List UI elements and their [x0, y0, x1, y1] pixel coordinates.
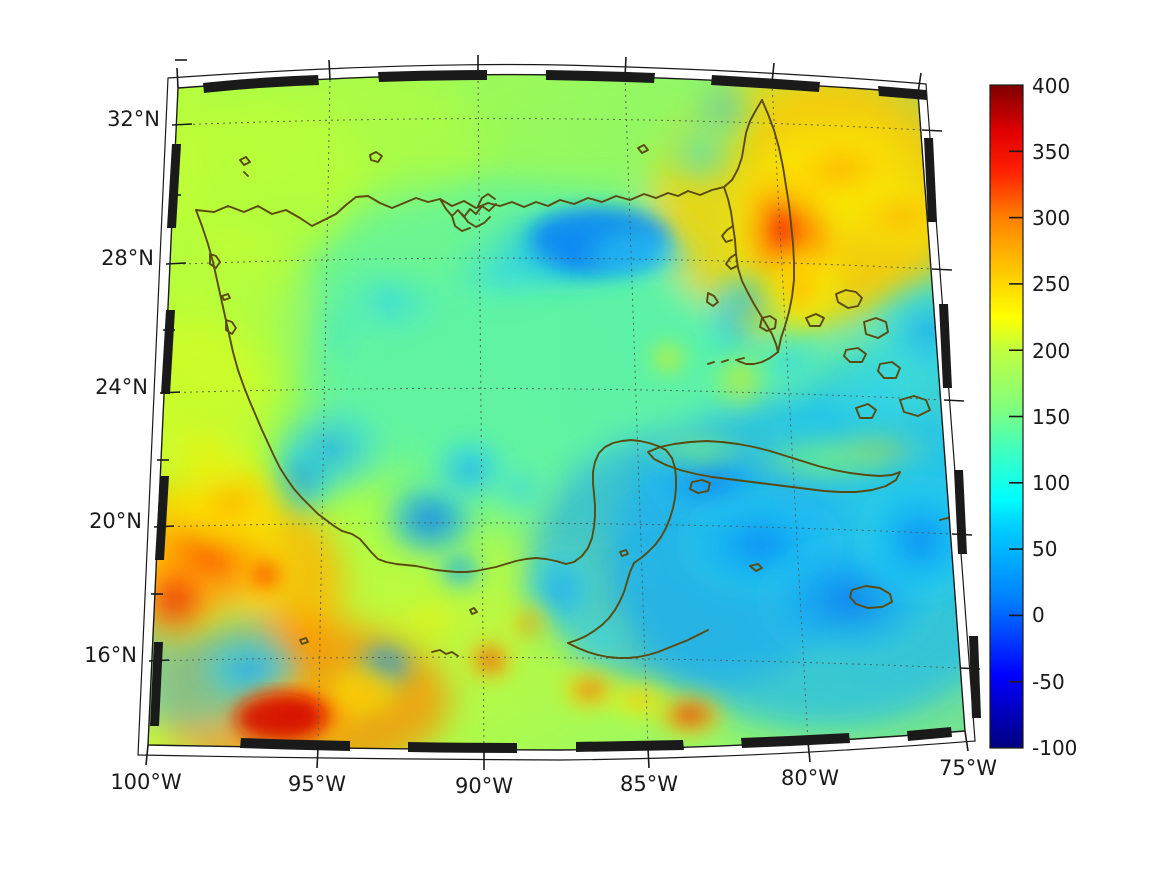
lon-label-100w: 100°W: [110, 770, 182, 794]
lon-label-95w: 95°W: [288, 772, 346, 796]
colorbar-ticks: [1009, 150, 1023, 683]
cb-label-m100: -100: [1032, 736, 1077, 760]
lat-label-32n: 32°N: [107, 107, 160, 131]
right-axis-ticks: [921, 129, 981, 670]
cb-label-300: 300: [1032, 206, 1070, 230]
lat-label-24n: 24°N: [95, 375, 148, 399]
colorbar[interactable]: 400 350 300 250 200 150 100 50 0 -50 -10…: [989, 74, 1077, 760]
cb-label-200: 200: [1032, 339, 1070, 363]
cb-label-150: 150: [1032, 405, 1070, 429]
longitude-axis-labels: 100°W 95°W 90°W 85°W 80°W 75°W: [110, 756, 997, 798]
lat-label-16n: 16°N: [84, 643, 137, 667]
cb-label-400: 400: [1032, 74, 1070, 98]
cb-label-350: 350: [1032, 140, 1070, 164]
cb-label-50: 50: [1032, 537, 1057, 561]
lon-label-85w: 85°W: [620, 772, 678, 796]
lat-label-20n: 20°N: [89, 509, 142, 533]
latitude-axis-labels: 32°N 28°N 24°N 20°N 16°N: [84, 107, 160, 667]
cb-label-250: 250: [1032, 272, 1070, 296]
colorbar-tick-labels: 400 350 300 250 200 150 100 50 0 -50 -10…: [1032, 74, 1077, 760]
latitude-ticks: [148, 59, 193, 662]
cb-label-m50: -50: [1032, 670, 1065, 694]
cb-label-0: 0: [1032, 603, 1045, 627]
cb-label-100: 100: [1032, 471, 1070, 495]
lon-label-80w: 80°W: [781, 766, 839, 790]
lon-label-90w: 90°W: [455, 774, 513, 798]
map-data-field: [148, 74, 965, 751]
lat-label-28n: 28°N: [101, 246, 154, 270]
longitude-ticks: [145, 730, 969, 770]
map-frame: [137, 55, 981, 770]
top-axis-ticks: [176, 55, 922, 94]
lon-label-75w: 75°W: [939, 756, 997, 780]
coastlines: [195, 99, 965, 659]
